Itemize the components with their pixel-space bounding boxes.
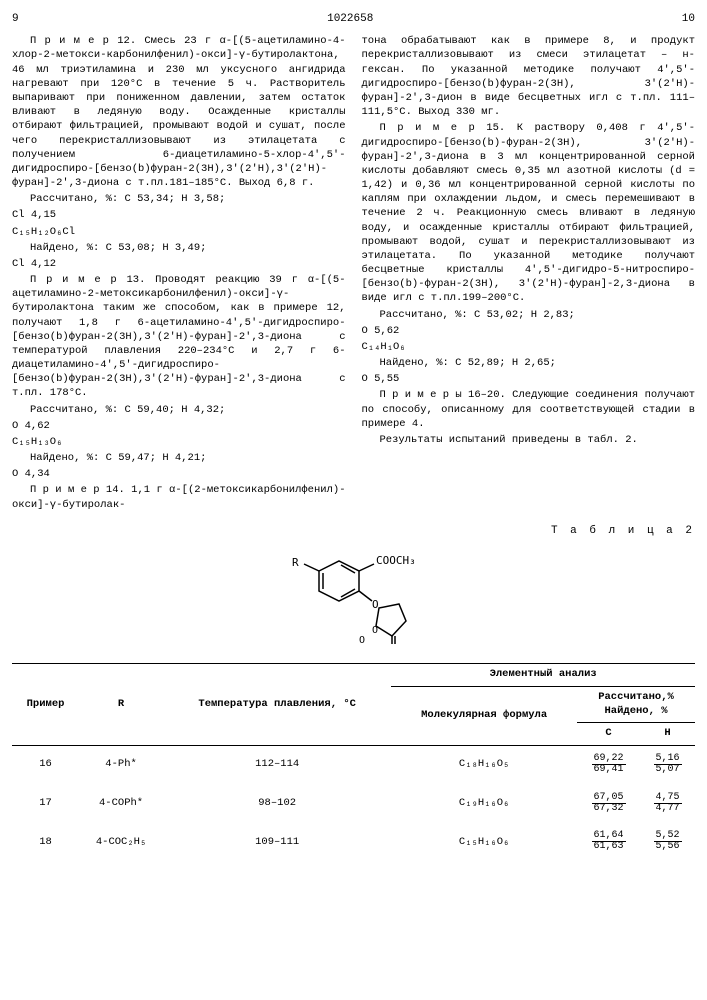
page-header: 9 1022658 10	[12, 12, 695, 26]
th-calc: Рассчитано,%	[598, 691, 674, 703]
cell-mf: C₁₅H₁₆O₆	[391, 823, 577, 862]
calc-r-l1: Рассчитано, %: С 53,02; Н 2,83;	[362, 308, 696, 322]
table-row: 184-COC₂H₅109–111C₁₅H₁₆O₆61,6461,635,525…	[12, 823, 695, 862]
found-r-l2: O 5,55	[362, 372, 696, 386]
th-c: С	[577, 723, 640, 746]
page-left: 9	[12, 12, 19, 26]
left-column: П р и м е р 12. Смесь 23 г α-[(5-ацетила…	[12, 34, 346, 514]
cell-mp: 112–114	[163, 745, 391, 784]
page-right: 10	[682, 12, 695, 26]
calc-1-l3: C₁₅H₁₂O₆Cl	[12, 225, 346, 239]
found-2-l1: Найдено, %: С 59,47; Н 4,21;	[12, 451, 346, 465]
cell-mp: 98–102	[163, 785, 391, 824]
table-row: 174-COPh*98–102C₁₉H₁₆O₆67,0567,324,754,7…	[12, 785, 695, 824]
molecule-svg: R COOCH₃ O O O	[264, 546, 444, 646]
cell-r: 4-COPh*	[79, 785, 163, 824]
cell-n: 18	[12, 823, 79, 862]
cell-h: 4,754,77	[640, 785, 695, 824]
calc-r-l2: O 5,62	[362, 324, 696, 338]
th-found: Найдено, %	[605, 705, 668, 717]
example-14: П р и м е р 14. 1,1 г α-[(2-метоксикарбо…	[12, 483, 346, 511]
calc-1-l1: Рассчитано, %: С 53,34; Н 3,58;	[12, 192, 346, 206]
cell-c: 61,6461,63	[577, 823, 640, 862]
cell-n: 16	[12, 745, 79, 784]
cell-mp: 109–111	[163, 823, 391, 862]
cell-c: 69,2269,41	[577, 745, 640, 784]
found-r-l1: Найдено, %: С 52,89; Н 2,65;	[362, 356, 696, 370]
cell-r: 4-Ph*	[79, 745, 163, 784]
label-cooch3: COOCH₃	[376, 554, 416, 567]
found-2-l2: O 4,34	[12, 467, 346, 481]
svg-text:O: O	[372, 598, 379, 611]
results-note: Результаты испытаний приведены в табл. 2…	[362, 433, 696, 447]
found-1-l1: Найдено, %: С 53,08; Н 3,49;	[12, 241, 346, 255]
example-13: П р и м е р 13. Проводят реакцию 39 г α-…	[12, 273, 346, 401]
table-2-title: Т а б л и ц а 2	[12, 524, 695, 538]
found-1-l2: Cl 4,12	[12, 257, 346, 271]
cell-mf: C₁₈H₁₆O₅	[391, 745, 577, 784]
cell-c: 67,0567,32	[577, 785, 640, 824]
example-14-cont: тона обрабатывают как в примере 8, и про…	[362, 34, 696, 119]
svg-text:O: O	[372, 625, 378, 636]
table-2: Пример R Температура плавления, °С Элеме…	[12, 663, 695, 861]
example-15: П р и м е р 15. К раствору 0,408 г 4',5'…	[362, 121, 696, 305]
label-r: R	[292, 556, 299, 569]
cell-n: 17	[12, 785, 79, 824]
chemical-structure: R COOCH₃ O O O	[12, 546, 695, 651]
th-h: Н	[640, 723, 695, 746]
cell-h: 5,165,07	[640, 745, 695, 784]
th-analysis: Элементный анализ	[391, 664, 695, 687]
examples-16-20: П р и м е р ы 16–20. Следующие соединени…	[362, 388, 696, 431]
th-example: Пример	[12, 664, 79, 746]
th-mf: Молекулярная формула	[391, 687, 577, 746]
body-columns: П р и м е р 12. Смесь 23 г α-[(5-ацетила…	[12, 34, 695, 514]
calc-1-l2: Cl 4,15	[12, 208, 346, 222]
doc-number: 1022658	[327, 12, 373, 26]
calc-2-l1: Рассчитано, %: С 59,40; Н 4,32;	[12, 403, 346, 417]
svg-text:O: O	[359, 635, 365, 646]
calc-2-l2: O 4,62	[12, 419, 346, 433]
cell-r: 4-COC₂H₅	[79, 823, 163, 862]
example-12: П р и м е р 12. Смесь 23 г α-[(5-ацетила…	[12, 34, 346, 190]
th-r: R	[79, 664, 163, 746]
cell-mf: C₁₉H₁₆O₆	[391, 785, 577, 824]
cell-h: 5,525,56	[640, 823, 695, 862]
table-row: 164-Ph*112–114C₁₈H₁₆O₅69,2269,415,165,07	[12, 745, 695, 784]
th-mp: Температура плавления, °С	[163, 664, 391, 746]
calc-2-l3: C₁₅H₁₃O₆	[12, 435, 346, 449]
right-column: тона обрабатывают как в примере 8, и про…	[362, 34, 696, 514]
calc-r-l3: C₁₄H₁O₆	[362, 340, 696, 354]
